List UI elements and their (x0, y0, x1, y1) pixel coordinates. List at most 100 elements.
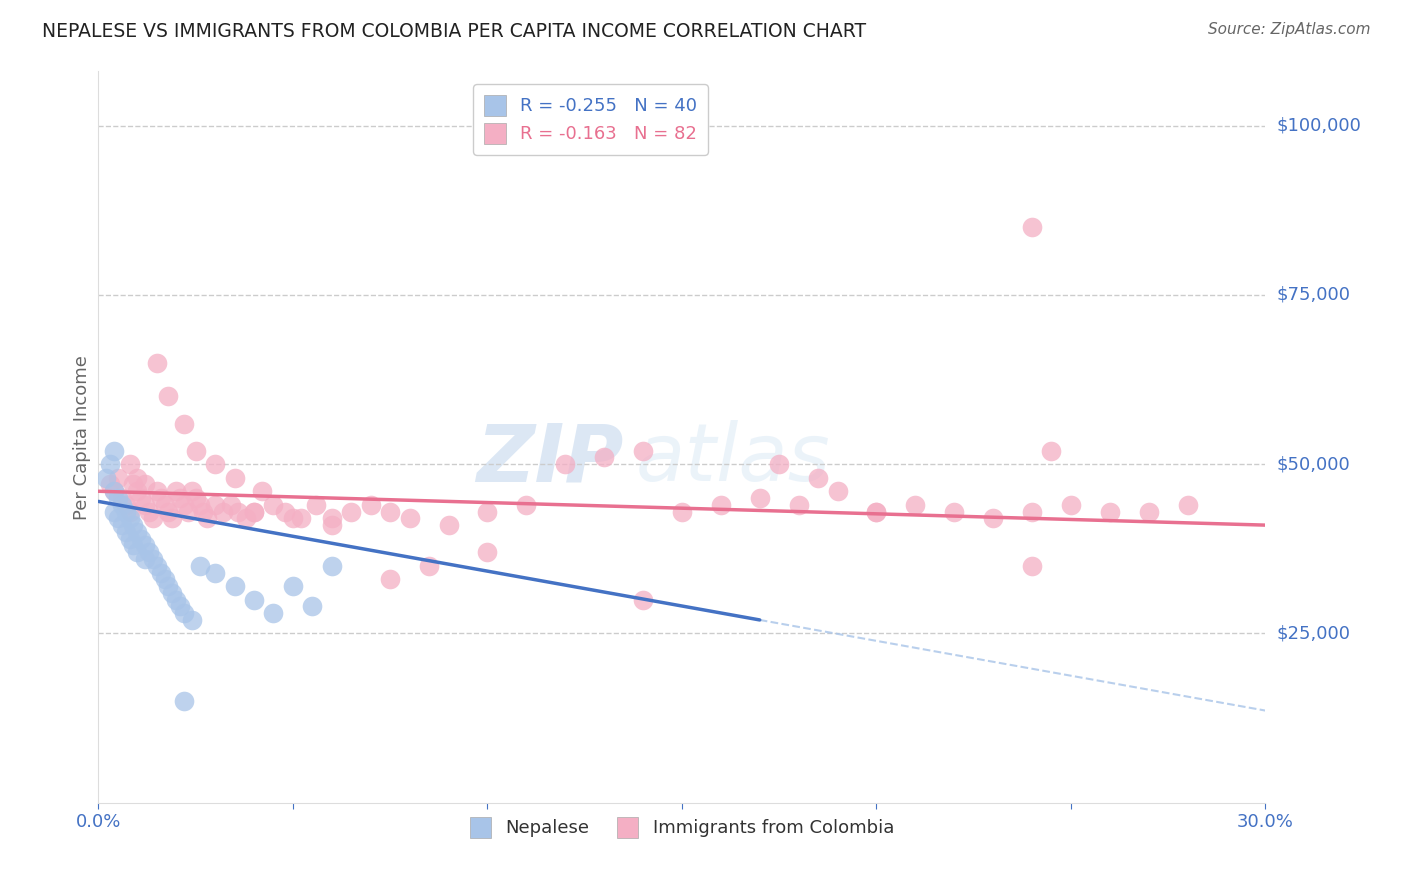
Text: Source: ZipAtlas.com: Source: ZipAtlas.com (1208, 22, 1371, 37)
Point (127, 524, 149, 539)
Point (127, 545, 149, 559)
Text: $50,000: $50,000 (1277, 455, 1350, 473)
Point (180, 613, 202, 627)
Point (138, 505, 160, 519)
Point (195, 511, 218, 525)
Point (153, 498, 176, 512)
Point (262, 606, 284, 620)
Point (212, 505, 235, 519)
Point (107, 491, 129, 505)
Point (477, 505, 499, 519)
Point (118, 532, 141, 546)
Point (134, 477, 156, 491)
Point (204, 498, 226, 512)
Point (129, 491, 152, 505)
Point (118, 505, 141, 519)
Text: $100,000: $100,000 (1277, 117, 1361, 135)
Point (111, 498, 134, 512)
Point (103, 484, 125, 499)
Point (224, 579, 246, 593)
Text: $75,000: $75,000 (1277, 285, 1351, 304)
Point (398, 511, 420, 525)
Point (165, 484, 187, 499)
Point (827, 484, 849, 499)
Point (807, 471, 830, 485)
Point (188, 558, 211, 573)
Point (134, 498, 156, 512)
Point (301, 599, 323, 614)
Point (184, 491, 207, 505)
Point (98, 477, 121, 491)
Point (96, 471, 118, 485)
Point (515, 498, 537, 512)
Point (321, 518, 343, 533)
Text: $25,000: $25,000 (1277, 624, 1351, 642)
Point (204, 566, 226, 580)
Point (281, 579, 304, 593)
Point (173, 417, 195, 431)
Point (631, 443, 654, 458)
Point (243, 505, 266, 519)
Point (1021, 220, 1043, 235)
Point (146, 484, 169, 499)
Point (162, 586, 184, 600)
Point (290, 511, 312, 525)
Point (169, 599, 191, 614)
Point (631, 592, 654, 607)
Point (224, 471, 246, 485)
Point (103, 443, 125, 458)
Point (1021, 558, 1043, 573)
Point (169, 491, 191, 505)
Point (235, 511, 257, 525)
Point (281, 511, 304, 525)
Point (943, 505, 966, 519)
Point (173, 694, 195, 708)
Point (477, 545, 499, 559)
Point (904, 498, 927, 512)
Point (380, 505, 402, 519)
Point (274, 505, 297, 519)
Point (340, 505, 363, 519)
Point (111, 491, 134, 505)
Point (865, 505, 887, 519)
Point (1021, 505, 1043, 519)
Point (554, 457, 576, 471)
Text: NEPALESE VS IMMIGRANTS FROM COLOMBIA PER CAPITA INCOME CORRELATION CHART: NEPALESE VS IMMIGRANTS FROM COLOMBIA PER… (42, 22, 866, 41)
Point (146, 558, 169, 573)
Point (748, 491, 770, 505)
Point (173, 498, 195, 512)
Point (1040, 443, 1063, 458)
Point (180, 484, 202, 499)
Point (122, 477, 145, 491)
Point (134, 552, 156, 566)
Point (671, 505, 693, 519)
Point (1060, 498, 1083, 512)
Legend: Nepalese, Immigrants from Colombia: Nepalese, Immigrants from Colombia (463, 810, 901, 845)
Point (127, 484, 149, 499)
Point (321, 558, 343, 573)
Point (193, 505, 215, 519)
Point (177, 505, 200, 519)
Point (157, 389, 180, 403)
Point (118, 457, 141, 471)
Point (146, 355, 169, 369)
Point (142, 511, 165, 525)
Point (127, 471, 149, 485)
Point (103, 484, 125, 499)
Point (138, 545, 160, 559)
Point (380, 572, 402, 586)
Point (118, 511, 141, 525)
Point (142, 552, 165, 566)
Point (768, 457, 790, 471)
Point (114, 524, 136, 539)
Point (593, 450, 616, 465)
Point (418, 558, 440, 573)
Point (98, 457, 121, 471)
Point (184, 443, 207, 458)
Point (107, 511, 129, 525)
Point (103, 505, 125, 519)
Point (134, 538, 156, 552)
Point (122, 518, 145, 533)
Point (149, 566, 172, 580)
Point (153, 572, 176, 586)
